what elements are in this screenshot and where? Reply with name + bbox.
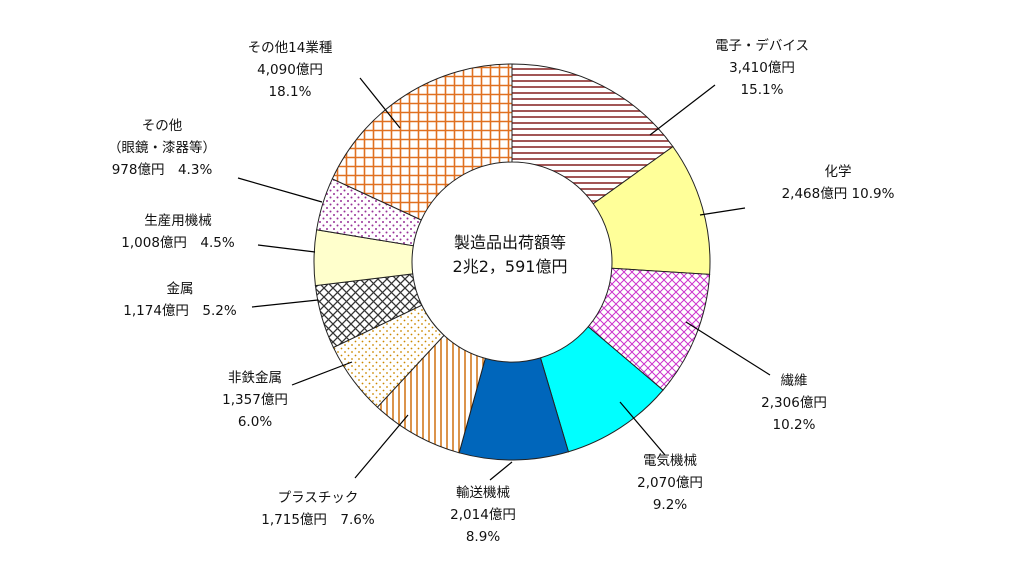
slice-label-line: プラスチック	[278, 490, 359, 506]
slice-label-line: その他	[142, 118, 183, 134]
slice-label-line: 1,357億円	[222, 392, 288, 408]
slice-label-line: 2,070億円	[637, 475, 703, 491]
slice-label-line: 生産用機械	[144, 213, 212, 229]
slice-label-line: 金属	[167, 281, 194, 297]
slice-label-line: 2,468億円 10.9%	[782, 186, 895, 202]
slice-label-8: 金属 1,174億円 5.2%	[123, 281, 237, 319]
leader-line-3	[685, 321, 771, 376]
leader-line-1	[649, 84, 716, 136]
slice-label-line: 6.0%	[238, 414, 272, 430]
leader-line-6	[354, 414, 409, 479]
slice-label-11: その他14業種 4,090億円 18.1%	[248, 40, 333, 100]
slice-label-9: 生産用機械 1,008億円 4.5%	[121, 213, 235, 251]
leader-line-11	[359, 77, 401, 129]
slice-label-line: 1,008億円 4.5%	[121, 235, 235, 251]
slice-label-line: 繊維	[781, 373, 808, 389]
leader-line-8	[251, 299, 319, 308]
slice-label-line: 1,174億円 5.2%	[123, 303, 237, 319]
leader-line-7	[291, 361, 353, 386]
slice-label-10: その他 （眼鏡・漆器等） 978億円 4.3%	[108, 118, 216, 178]
slice-label-line: 電子・デバイス	[715, 37, 809, 54]
leader-line-4	[619, 401, 666, 456]
center-label: 製造品出荷額等 2兆2，591億円	[453, 233, 568, 276]
slice-label-line: 2,306億円	[761, 395, 827, 411]
leader-line-10	[237, 177, 323, 203]
slice-label-4: 電気機械 2,070億円 9.2%	[637, 453, 703, 513]
slice-label-2: 化学 2,468億円 10.9%	[782, 164, 895, 202]
slice-1	[511, 63, 674, 205]
slice-label-7: 非鉄金属 1,357億円 6.0%	[222, 370, 288, 430]
slice-label-line: （眼鏡・漆器等）	[108, 139, 216, 156]
slice-label-line: 15.1%	[741, 82, 784, 98]
slice-label-line: 4,090億円	[257, 62, 323, 78]
slice-11	[331, 63, 513, 221]
leader-line-9	[257, 244, 316, 253]
slice-label-line: 1,715億円 7.6%	[261, 512, 375, 528]
slice-label-line: 10.2%	[773, 417, 816, 433]
slice-label-1: 電子・デバイス 3,410億円 15.1%	[715, 37, 809, 98]
slice-label-line: 2,014億円	[450, 507, 516, 523]
slice-label-line: 電気機械	[643, 453, 697, 469]
slice-label-line: 輸送機械	[456, 485, 510, 501]
slice-label-line: 化学	[825, 164, 852, 180]
leader-line-5	[489, 461, 513, 481]
slice-label-line: 9.2%	[653, 497, 687, 513]
slice-label-line: 18.1%	[269, 84, 312, 100]
slice-label-5: 輸送機械 2,014億円 8.9%	[450, 485, 516, 545]
slice-label-3: 繊維 2,306億円 10.2%	[761, 373, 827, 433]
slice-label-6: プラスチック 1,715億円 7.6%	[261, 490, 375, 528]
slice-label-line: 3,410億円	[729, 60, 795, 76]
center-label-line: 製造品出荷額等	[454, 233, 566, 252]
slice-label-line: 978億円 4.3%	[112, 162, 213, 178]
center-label-line: 2兆2，591億円	[453, 257, 568, 276]
slice-label-line: その他14業種	[248, 40, 333, 56]
leader-line-2	[699, 207, 746, 216]
slice-label-line: 8.9%	[466, 529, 500, 545]
slice-label-line: 非鉄金属	[228, 370, 282, 386]
